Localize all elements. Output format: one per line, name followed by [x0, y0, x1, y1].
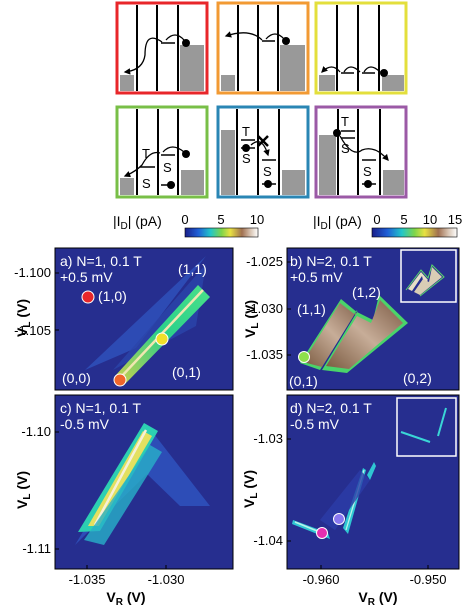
panel-a-title-1: a) N=1, 0.1 T [60, 253, 142, 269]
panel-c-title-1: c) N=1, 0.1 T [60, 400, 142, 416]
schematic-blue-label-T: T [242, 124, 250, 139]
panel-d-xtick-1: -0.950 [410, 572, 447, 587]
colorbar-left-tick-0: 0 [181, 212, 188, 227]
colorbar-left-label-sub: D [121, 221, 128, 232]
colorbar-left-tick-5: 5 [217, 212, 224, 227]
panel-a-title-2: +0.5 mV [60, 269, 113, 285]
panel-d-marker-blue [333, 513, 345, 525]
panel-c-band-lower [84, 445, 162, 545]
panel-d-title-2: -0.5 mV [290, 416, 340, 432]
panel-c-band-edge [93, 429, 148, 526]
colorbar-left-tick-10: 10 [250, 212, 264, 227]
colorbar-right-tick-0: 0 [373, 212, 380, 227]
panel-b-marker-green [298, 351, 310, 363]
panel-d-line-3 [367, 462, 376, 480]
colorbar-right-label-unit: | (pA) [328, 213, 362, 229]
panel-b-ylabel: VL (V) [242, 300, 261, 338]
svg-text:|ID| (pA): |ID| (pA) [313, 213, 362, 232]
schematic-red [115, 1, 209, 95]
panel-a: a) N=1, 0.1 T +0.5 mV (1,1) (1,0) (0,0) … [14, 247, 234, 391]
panel-d-ylabel: VL (V) [241, 470, 260, 508]
panel-c-title-2: -0.5 mV [60, 416, 110, 432]
colorbar-left-label-I: |I [113, 213, 121, 229]
schematic-green: T S S [115, 105, 209, 199]
panel-b: b) N=2, 0.1 T +0.5 mV (1,2) (1,1) (0,1) … [242, 247, 460, 391]
schematic-blue-label-S1: S [242, 151, 251, 166]
panel-d-glow [320, 470, 370, 530]
panel-a-region-01: (0,1) [172, 364, 201, 380]
colorbar-left-label-unit: | (pA) [128, 213, 162, 229]
panel-a-marker-red [81, 290, 95, 304]
panel-a-region-10: (1,0) [98, 288, 127, 304]
panel-b-region-01: (0,1) [289, 373, 318, 389]
colorbar-right-tick-15: 15 [448, 212, 462, 227]
panel-b-region-02: (0,2) [403, 370, 432, 386]
schematic-orange [216, 1, 310, 95]
schematic-purple-label-S2: S [363, 164, 372, 179]
colorbar-left: |ID| (pA) 0 5 10 [113, 212, 264, 238]
panel-b-triangle-1-core [303, 303, 366, 367]
schematic-purple-label-T: T [341, 114, 349, 129]
panel-a-ylabel: VL (V) [14, 299, 33, 337]
schematic-purple-label-S1: S [341, 141, 350, 156]
energy-diagrams: T S S T S S [115, 1, 408, 199]
colorbar-right-tick-5: 5 [400, 212, 407, 227]
panel-d-xlabel: VR (V) [358, 589, 397, 607]
panel-a-ytick-1: -1.105 [14, 323, 51, 338]
panel-c: c) N=1, 0.1 T -0.5 mV -1.10 -1.11 -1.035… [14, 394, 234, 607]
panel-c-ytick-0: -1.10 [21, 424, 51, 439]
panel-c-ylabel: VL (V) [14, 471, 33, 509]
panel-a-marker-orange [113, 373, 127, 387]
colorbar-right-tick-10: 10 [423, 212, 437, 227]
schematic-green-label-S2: S [163, 160, 172, 175]
panel-b-inset [400, 249, 457, 303]
panel-a-triangle-glow-2 [113, 264, 206, 370]
panel-a-region-11: (1,1) [178, 261, 207, 277]
panel-b-title-1: b) N=2, 0.1 T [290, 253, 372, 269]
panel-a-region-00: (0,0) [62, 370, 91, 386]
panel-d: d) N=2, 0.1 T -0.5 mV -1.03 -1.04 -0.960… [241, 394, 460, 607]
panel-c-xtick-1: -1.030 [148, 572, 185, 587]
panel-d-inset [396, 397, 457, 457]
panel-b-region-12: (1,2) [352, 284, 381, 300]
svg-text:|ID| (pA): |ID| (pA) [113, 213, 162, 232]
schematic-green-label-S1: S [142, 176, 151, 191]
panel-a-ytick-0: -1.100 [14, 265, 51, 280]
panel-c-xtick-0: -1.035 [69, 572, 106, 587]
colorbar-right-label-I: |I [313, 213, 321, 229]
schematic-purple: T S S [314, 105, 408, 199]
panel-c-ytick-1: -1.11 [22, 541, 51, 556]
panel-d-ytick-1: -1.04 [253, 533, 283, 548]
panel-d-title-1: d) N=2, 0.1 T [290, 400, 372, 416]
colorbar-right-label-sub: D [321, 221, 328, 232]
panel-b-ytick-1: -1.030 [246, 301, 283, 316]
schematic-yellow [314, 1, 408, 95]
panel-d-marker-magenta [316, 527, 328, 539]
panel-a-triangle-glow [85, 256, 206, 370]
panel-c-xlabel: VR (V) [106, 589, 145, 607]
panel-b-title-2: +0.5 mV [290, 269, 343, 285]
panel-a-marker-yellow [155, 332, 169, 346]
panel-d-ytick-0: -1.03 [253, 431, 283, 446]
panel-b-triangle-2-core [326, 300, 403, 369]
schematic-blue-label-S2: S [263, 164, 272, 179]
panel-b-ytick-2: -1.035 [246, 347, 283, 362]
panel-b-region-11: (1,1) [297, 301, 326, 317]
schematic-blue: T S S [216, 105, 310, 199]
schematic-green-label-T: T [142, 146, 150, 161]
panel-d-xtick-0: -0.960 [303, 572, 340, 587]
panel-b-ytick-0: -1.025 [246, 254, 283, 269]
colorbar-right: |ID| (pA) 0 5 10 15 [313, 212, 462, 238]
